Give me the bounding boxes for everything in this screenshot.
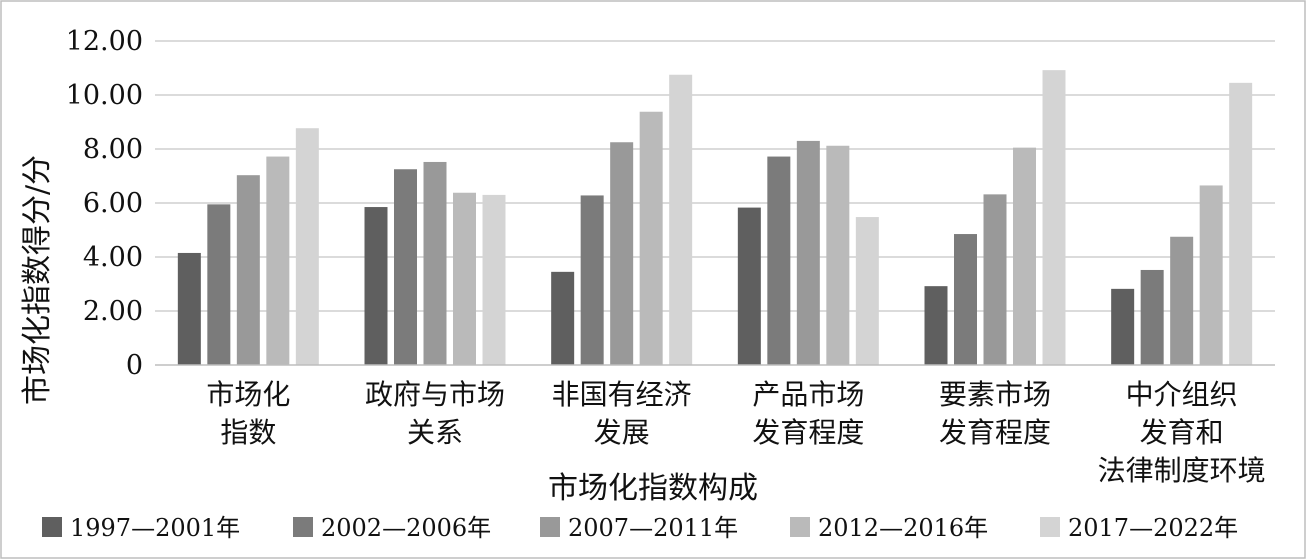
category-label: 市场化 bbox=[206, 378, 290, 411]
bar bbox=[796, 140, 820, 365]
category-label: 发育程度 bbox=[939, 416, 1051, 449]
bar bbox=[551, 271, 575, 365]
bar bbox=[177, 252, 201, 365]
category-label: 发育和 bbox=[1140, 416, 1224, 449]
legend-swatch bbox=[790, 517, 810, 537]
legend-label: 2002—2006年 bbox=[321, 514, 491, 542]
legend-swatch bbox=[42, 517, 62, 537]
bar bbox=[737, 207, 761, 365]
bar bbox=[482, 194, 506, 365]
bar bbox=[295, 128, 319, 365]
y-tick-label: 6.00 bbox=[83, 188, 143, 219]
y-tick-label: 4.00 bbox=[83, 242, 143, 273]
y-tick-label: 10.00 bbox=[66, 80, 143, 111]
y-axis-ticks: 0 2.00 4.00 6.00 8.00 10.00 12.00 bbox=[66, 26, 143, 381]
bar bbox=[639, 111, 663, 366]
bar bbox=[364, 207, 388, 365]
category-label: 非国有经济 bbox=[552, 378, 692, 411]
legend-swatch bbox=[293, 517, 313, 537]
bar bbox=[855, 217, 879, 365]
bar bbox=[207, 204, 231, 365]
y-tick-label: 0 bbox=[126, 350, 143, 381]
bar bbox=[1013, 147, 1036, 365]
bar bbox=[453, 192, 476, 365]
legend-swatch bbox=[540, 517, 560, 537]
bar bbox=[423, 161, 447, 365]
category-label: 政府与市场 bbox=[365, 378, 505, 411]
legend: 1997—2001年 2002—2006年 2007—2011年 2012—2016年… bbox=[42, 514, 1238, 542]
bar bbox=[826, 145, 850, 365]
y-tick-label: 2.00 bbox=[83, 296, 143, 327]
bar bbox=[266, 156, 290, 365]
legend-label: 2017—2022年 bbox=[1068, 514, 1238, 542]
bar bbox=[669, 74, 693, 365]
category-label: 发育程度 bbox=[752, 416, 864, 449]
legend-swatch bbox=[1040, 517, 1060, 537]
category-label: 指数 bbox=[220, 416, 276, 449]
bar bbox=[1042, 70, 1066, 365]
category-label: 中介组织 bbox=[1126, 378, 1238, 411]
bar bbox=[610, 142, 634, 365]
x-axis-label: 市场化指数构成 bbox=[548, 471, 758, 506]
bar bbox=[767, 156, 791, 365]
category-label: 产品市场 bbox=[752, 378, 864, 411]
bar bbox=[924, 286, 948, 365]
category-label: 要素市场 bbox=[939, 378, 1051, 411]
gridlines bbox=[155, 40, 1275, 312]
bars bbox=[177, 70, 1253, 366]
category-label: 关系 bbox=[407, 416, 463, 449]
bar bbox=[954, 234, 977, 365]
y-axis-label: 市场化指数得分/分 bbox=[20, 155, 55, 405]
category-label: 发展 bbox=[594, 416, 650, 449]
bar bbox=[1111, 288, 1135, 365]
legend-label: 1997—2001年 bbox=[70, 514, 240, 542]
bar bbox=[1140, 269, 1164, 365]
bar bbox=[1229, 82, 1253, 365]
legend-label: 2007—2011年 bbox=[568, 514, 738, 542]
y-tick-label: 8.00 bbox=[83, 134, 143, 165]
y-tick-label: 12.00 bbox=[66, 26, 143, 57]
bar bbox=[1170, 236, 1194, 365]
bar bbox=[1199, 185, 1223, 365]
bar bbox=[394, 169, 417, 365]
category-label: 法律制度环境 bbox=[1098, 454, 1266, 487]
bar bbox=[580, 195, 604, 365]
bar bbox=[236, 175, 260, 365]
bar bbox=[983, 194, 1007, 365]
legend-label: 2012—2016年 bbox=[818, 514, 988, 542]
